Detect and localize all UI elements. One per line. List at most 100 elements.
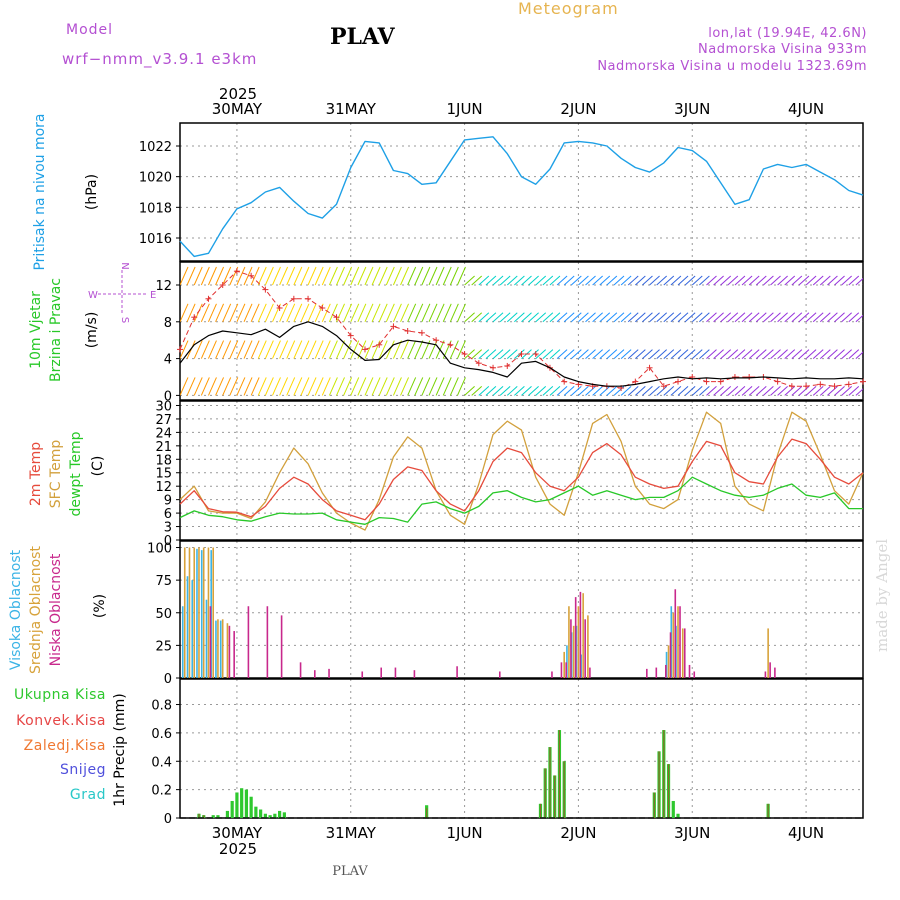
top-day-label: 1JUN	[446, 100, 482, 118]
top-year-label: 2025	[219, 85, 257, 103]
conv-precip-bar	[426, 808, 428, 818]
wind-barb	[834, 312, 845, 323]
wind-barb	[784, 275, 796, 286]
wind-barb	[272, 340, 281, 359]
wind-barb	[748, 275, 760, 286]
wind-barb	[314, 377, 324, 396]
wind-barb	[656, 275, 668, 286]
wind-barb	[428, 266, 438, 286]
wind-barb	[279, 377, 289, 396]
wind-barb	[457, 377, 466, 396]
legend-total-rain: Ukupna Kisa	[14, 687, 106, 703]
wind-barb	[613, 349, 625, 359]
y-tick-label: 50	[155, 607, 172, 622]
wind-barb	[364, 340, 374, 359]
wind-barb	[350, 340, 360, 359]
conv-precip-bar	[544, 768, 546, 818]
wind-barb	[827, 275, 838, 286]
wind-barb	[841, 312, 852, 323]
wind-barb	[343, 266, 353, 286]
wind-barb	[307, 340, 317, 359]
wind-barb	[378, 266, 388, 286]
wind-barb	[791, 312, 803, 323]
wind-barb	[563, 349, 575, 359]
wind-barb	[506, 275, 518, 286]
wind-barb	[357, 303, 367, 323]
wind-barb	[407, 266, 417, 286]
wind-barb	[755, 275, 767, 286]
low-cloud-label: Niska Oblacnost	[48, 553, 64, 666]
top-day-label: 4JUN	[788, 100, 824, 118]
wind-barb	[449, 266, 459, 286]
wind-barb	[215, 377, 225, 396]
wind-barb	[186, 266, 196, 286]
wind-barb	[521, 275, 532, 286]
wind-barb	[699, 275, 710, 286]
wind-barb	[599, 275, 611, 286]
wind-barb	[599, 312, 611, 323]
wind-barb	[250, 266, 260, 286]
wind-barb	[841, 275, 852, 286]
temp-unit: (C)	[90, 456, 106, 477]
wind-barb	[727, 312, 739, 323]
wind-barb	[250, 377, 260, 396]
wind-barb	[699, 349, 710, 359]
wind-barb	[485, 312, 497, 323]
total-precip-bar	[230, 800, 234, 818]
conv-precip-bar	[539, 803, 542, 818]
wind-barb	[798, 312, 810, 323]
wind-barb	[834, 275, 845, 286]
wind-barb	[542, 275, 554, 286]
y-tick-label: 0	[164, 812, 172, 827]
wind-barb	[777, 349, 788, 359]
wind-barb	[720, 275, 732, 286]
bottom-year-label: 2025	[219, 840, 257, 858]
wind-barb	[371, 303, 381, 323]
conv-precip-bar	[563, 761, 565, 818]
wind-barb	[328, 340, 338, 359]
wind-barb	[222, 340, 232, 359]
wind-barb	[656, 386, 668, 396]
y-tick-label: 0	[164, 389, 172, 404]
wind-barb	[777, 386, 788, 396]
wind-barb	[485, 275, 497, 286]
wind-barb	[663, 349, 675, 359]
wind-barb	[670, 349, 682, 359]
wind-barb	[478, 275, 490, 286]
wind-barb	[272, 377, 281, 396]
wind-barb	[634, 312, 646, 323]
wind-barb	[791, 275, 803, 286]
total-precip-bar	[263, 813, 267, 818]
bottom-day-label: 1JUN	[446, 824, 482, 842]
wind-barb	[784, 386, 796, 396]
wind-barb	[535, 349, 547, 359]
wind-barb	[215, 340, 225, 359]
wind-barb	[328, 303, 338, 323]
wind-barb	[578, 349, 589, 359]
total-precip-bar	[240, 788, 244, 818]
wind-barb	[243, 303, 253, 323]
wind-barb	[506, 386, 518, 396]
compass-south: S	[119, 317, 130, 323]
y-tick-label: 1022	[139, 140, 172, 155]
wind-barb	[819, 312, 831, 323]
total-precip-bar	[225, 810, 230, 818]
mid-cloud-label: Srednja Oblacnost	[28, 546, 44, 674]
altitude-text: Nadmorska Visina 933m	[698, 42, 867, 57]
wind-barb	[200, 340, 210, 359]
wind-barb	[385, 266, 395, 286]
wind-barb	[606, 386, 618, 396]
y-tick-label: 8	[164, 316, 172, 331]
wind-barb	[755, 349, 767, 359]
conv-precip-bar	[558, 730, 561, 818]
wind-barb	[677, 386, 689, 396]
wind-barb	[542, 312, 554, 323]
total-precip-bar	[244, 789, 249, 818]
wind-barb	[457, 266, 466, 286]
pressure-unit: (hPa)	[84, 174, 100, 210]
wind-barb	[506, 349, 518, 359]
wind-barb	[770, 386, 781, 396]
wind-barb	[755, 386, 767, 396]
wind-barb	[499, 386, 511, 396]
wind-barb	[435, 377, 445, 396]
